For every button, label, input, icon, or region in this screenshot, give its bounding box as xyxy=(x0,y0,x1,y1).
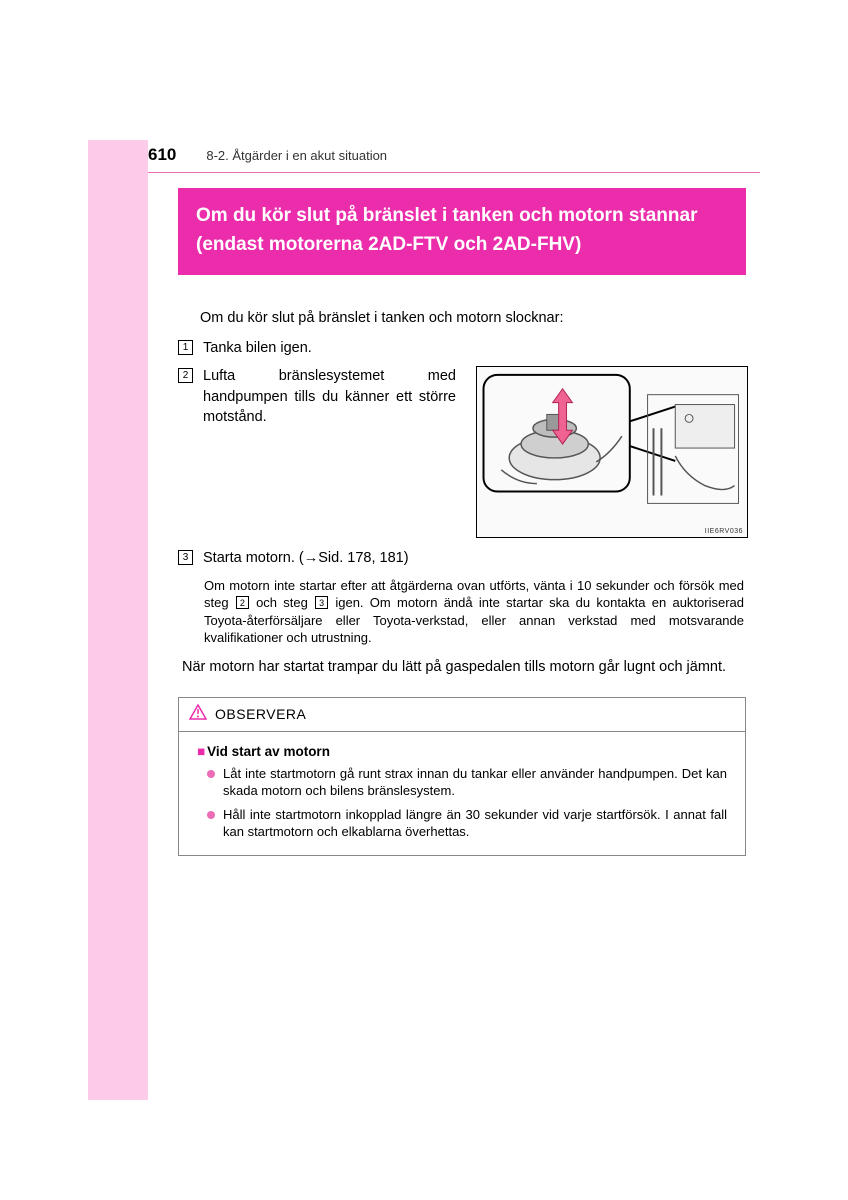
caution-title: OBSERVERA xyxy=(215,706,306,722)
section-reference: 8-2. Åtgärder i en akut situation xyxy=(206,148,387,163)
caution-header: OBSERVERA xyxy=(179,698,745,732)
page-header: 610 8-2. Åtgärder i en akut situation xyxy=(148,145,758,165)
diagram-code: IIE6RV036 xyxy=(705,528,743,535)
caution-subhead: ■Vid start av motorn xyxy=(197,744,727,759)
followup-paragraph: Om motorn inte startar efter att åtgärde… xyxy=(204,577,744,647)
side-tab xyxy=(88,140,148,1100)
pink-square-icon: ■ xyxy=(197,744,205,759)
step-text: Starta motorn. (→Sid. 178, 181) xyxy=(203,548,748,568)
content-area: Om du kör slut på bränslet i tanken och … xyxy=(178,310,748,856)
bullet-text: Håll inte startmotorn inkopplad längre ä… xyxy=(223,806,727,841)
step-1: 1 Tanka bilen igen. xyxy=(178,338,748,358)
header-rule xyxy=(148,172,760,173)
engine-diagram: IIE6RV036 xyxy=(476,366,748,538)
step-text: Lufta bränslesystemet med handpumpen til… xyxy=(203,366,456,427)
topic-title-box: Om du kör slut på bränslet i tanken och … xyxy=(178,188,746,275)
bullet-dot-icon xyxy=(207,811,215,819)
caution-body: ■Vid start av motorn Låt inte startmotor… xyxy=(179,732,745,855)
step-number-box: 2 xyxy=(178,368,193,383)
inline-step-ref: 3 xyxy=(315,596,328,609)
topic-title: Om du kör slut på bränslet i tanken och … xyxy=(196,202,728,259)
step-number-box: 3 xyxy=(178,550,193,565)
step3-suffix: Sid. 178, 181) xyxy=(318,550,408,566)
closing-paragraph: När motorn har startat trampar du lätt p… xyxy=(182,657,744,679)
step-3: 3 Starta motorn. (→Sid. 178, 181) xyxy=(178,548,748,568)
intro-text: Om du kör slut på bränslet i tanken och … xyxy=(200,310,748,326)
step-number-box: 1 xyxy=(178,340,193,355)
hand-pump-illustration xyxy=(477,367,747,537)
step-2-row: 2 Lufta bränslesystemet med handpumpen t… xyxy=(178,366,748,538)
caution-bullet: Håll inte startmotorn inkopplad längre ä… xyxy=(207,806,727,841)
page-number: 610 xyxy=(148,145,176,165)
step-text: Tanka bilen igen. xyxy=(203,338,748,358)
warning-triangle-icon xyxy=(189,704,207,725)
caution-bullet: Låt inte startmotorn gå runt strax innan… xyxy=(207,765,727,800)
bullet-dot-icon xyxy=(207,770,215,778)
arrow-icon: → xyxy=(304,550,319,566)
inline-step-ref: 2 xyxy=(236,596,249,609)
bullet-text: Låt inte startmotorn gå runt strax innan… xyxy=(223,765,727,800)
para-part-2: och steg xyxy=(250,595,314,610)
step3-prefix: Starta motorn. ( xyxy=(203,550,304,566)
caution-box: OBSERVERA ■Vid start av motorn Låt inte … xyxy=(178,697,746,856)
subhead-text: Vid start av motorn xyxy=(207,744,330,759)
